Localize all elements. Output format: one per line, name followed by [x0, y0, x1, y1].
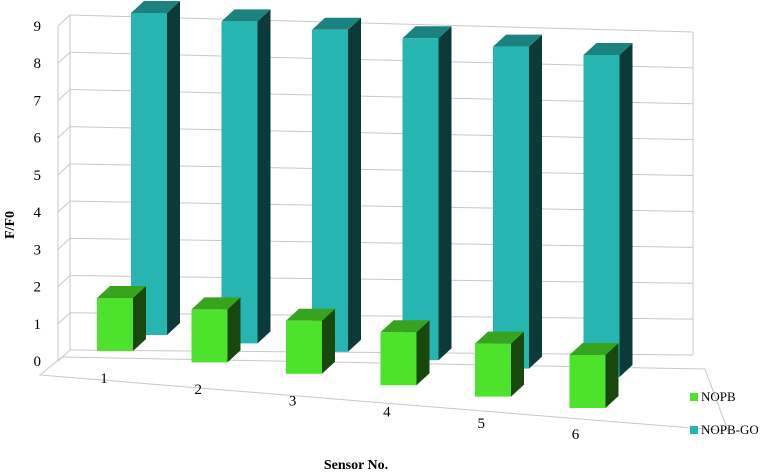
bar-nopb-go-top [312, 17, 361, 30]
bar-nopb-go [221, 9, 271, 344]
bar-nopb-top [97, 286, 146, 298]
bar-nopb-go-front [402, 38, 439, 361]
bar-nopb-top [286, 308, 335, 321]
y-tick-label: 2 [34, 280, 42, 296]
side-gridline [57, 163, 71, 176]
x-tick-labels: 1 2 3 4 5 6 [100, 371, 580, 443]
y-tick-label: 7 [34, 93, 42, 109]
side-gridline [57, 51, 71, 64]
x-tick-label: 2 [195, 382, 203, 398]
side-gridline [57, 237, 71, 250]
bar-nopb-top [191, 297, 241, 310]
y-tick-label: 8 [34, 56, 42, 72]
bar-nopb-top [380, 320, 430, 333]
y-axis-title: F/F0 [3, 211, 18, 239]
bar-nopb-front [475, 343, 511, 397]
bar-nopb-side [605, 343, 619, 408]
side-gridline [57, 312, 71, 325]
bar-nopb-go-front [312, 29, 348, 352]
legend: NOPB NOPB-GO [690, 389, 759, 437]
bar-nopb-go-side [348, 17, 361, 352]
bar-nopb-go [131, 1, 180, 335]
x-tick-label: 5 [477, 416, 485, 432]
x-tick-label: 3 [289, 393, 297, 409]
bar-nopb-go-side [529, 34, 542, 369]
bar-nopb-go-side [619, 43, 633, 377]
legend-label: NOPB [701, 389, 736, 404]
bar-nopb-go-side [257, 9, 271, 344]
y-tick-label: 1 [34, 317, 42, 333]
bar-nopb-go-top [583, 43, 633, 55]
bar-nopb-go-side [167, 1, 180, 335]
bar-nopb-go-side [438, 26, 452, 361]
bar-nopb-side [322, 308, 335, 374]
bar-nopb-front [380, 332, 417, 386]
side-gridline [57, 89, 71, 101]
side-gridline [57, 126, 71, 139]
bar-nopb-go-top [493, 34, 542, 47]
legend-swatch [690, 426, 698, 434]
legend-swatch [690, 393, 698, 401]
bar-nopb-go-top [402, 26, 452, 39]
bar-nopb-top [475, 331, 524, 344]
legend-label: NOPB-GO [701, 422, 759, 437]
bar-nopb-front [286, 320, 322, 374]
bar-nopb-side [511, 331, 524, 397]
x-tick-label: 6 [572, 427, 580, 443]
bar-nopb-go [312, 17, 361, 352]
y-tick-label: 5 [34, 168, 42, 184]
bar-nopb-side [133, 286, 146, 351]
bar-nopb-front [569, 355, 606, 408]
side-gridline [57, 275, 71, 287]
bar-nopb-go [493, 34, 542, 369]
series-nopb [97, 286, 619, 408]
bar-nopb [286, 308, 335, 374]
y-tick-labels: 0 1 2 3 4 5 6 7 8 9 [34, 19, 42, 370]
y-tick-label: 6 [34, 131, 42, 147]
series-nopb-go [131, 1, 633, 377]
bar-nopb-go-front [583, 55, 620, 377]
y-tick-label: 0 [34, 354, 42, 370]
x-tick-label: 1 [100, 371, 108, 387]
y-tick-label: 9 [34, 19, 42, 35]
bar-nopb [380, 320, 430, 386]
bar-nopb-go [583, 43, 633, 377]
bar-nopb [191, 297, 241, 363]
bar-nopb-front [97, 298, 133, 351]
bar-nopb-front [191, 309, 228, 363]
bar-nopb-top [569, 343, 619, 355]
y-tick-label: 4 [34, 205, 42, 221]
bar-nopb [475, 331, 524, 397]
bar-nopb-go [402, 26, 452, 361]
bar-nopb-go-front [493, 46, 529, 369]
y-tick-label: 3 [34, 242, 42, 258]
x-tick-label: 4 [383, 405, 391, 421]
bar-nopb-side [227, 297, 241, 363]
bar-nopb [97, 286, 146, 351]
side-gridline [57, 200, 71, 213]
bar-nopb-go-front [221, 21, 258, 344]
bar-nopb-side [416, 320, 430, 386]
x-axis-title: Sensor No. [324, 458, 388, 473]
side-gridline [57, 14, 71, 27]
bar-nopb-go-front [131, 13, 167, 335]
bar-nopb-go-top [131, 1, 180, 13]
bar-nopb-go-top [221, 9, 271, 22]
bar-nopb [569, 343, 619, 408]
